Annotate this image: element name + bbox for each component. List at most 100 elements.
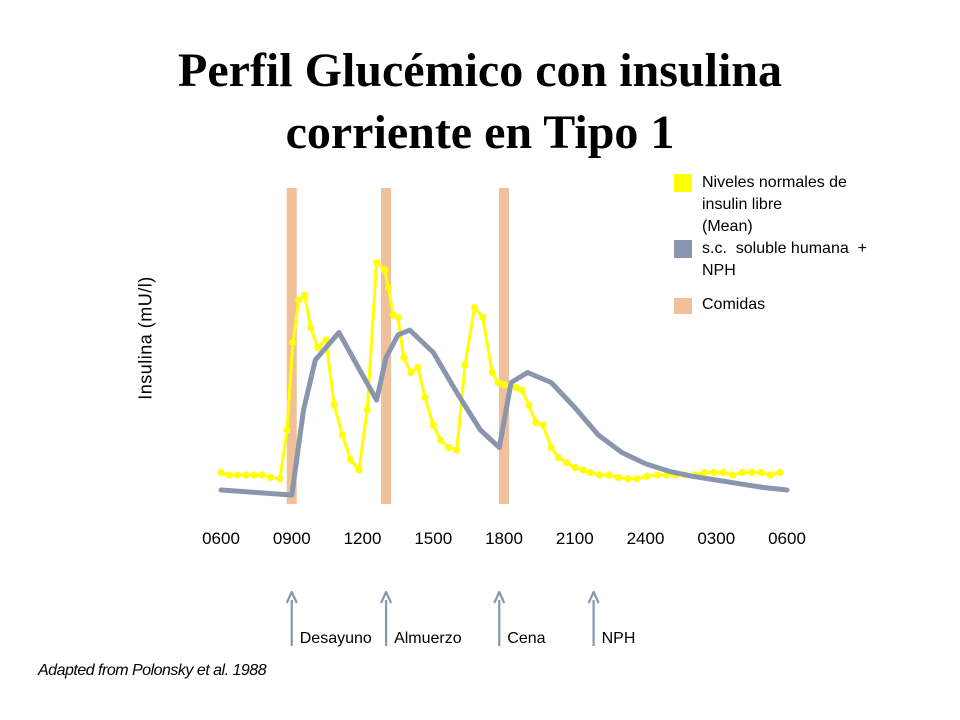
injection-label-nph: NPH [602,630,636,647]
injection-arrow-nph: NPH [587,590,636,647]
legend-label-sc-insulin-line-1: s.c. soluble humana + [702,240,867,257]
sc-insulin-line [218,327,790,498]
free-insulin-point-70 [776,468,784,477]
free-insulin-point-8 [283,426,291,434]
free-insulin-point-37 [494,378,502,387]
free-insulin-point-19 [363,406,371,414]
free-insulin-point-15 [330,401,338,409]
free-insulin-point-12 [307,323,315,332]
free-insulin-point-42 [525,401,533,409]
free-insulin-point-4 [250,471,258,479]
free-insulin-point-68 [757,468,765,477]
legend-item-free-insulin: Niveles normales de insulin libre (Mean) [674,172,914,238]
free-insulin-point-20 [373,258,381,267]
legend-label-free-insulin-line-3: (Mean) [702,218,753,235]
free-insulin-point-22 [384,283,392,292]
injection-label-desayuno: Desayuno [300,630,372,647]
legend-item-meals: Comidas [674,294,914,318]
free-insulin-point-2 [233,471,242,479]
free-insulin-point-25 [400,353,408,362]
free-insulin-point-11 [301,291,309,299]
free-insulin-point-34 [470,303,479,312]
free-insulin-point-64 [719,468,727,477]
x-tick-label-8: 0600 [768,529,806,548]
injection-label-almuerzo: Almuerzo [394,630,462,647]
free-insulin-point-28 [421,393,429,402]
x-tick-label-4: 1800 [485,529,523,548]
free-insulin-point-5 [258,471,266,479]
free-insulin-point-47 [562,458,571,467]
free-insulin-point-41 [518,386,526,394]
free-insulin-point-48 [571,463,579,472]
free-insulin-point-10 [295,296,303,304]
free-insulin-point-0 [217,468,225,477]
free-insulin-point-9 [289,338,297,347]
free-insulin-point-52 [605,471,613,479]
x-tick-label-7: 0300 [697,529,735,548]
free-insulin-point-43 [532,418,540,427]
series-layer [217,258,790,498]
free-insulin-point-13 [314,343,322,352]
free-insulin-point-24 [394,313,402,322]
legend-label-free-insulin-line-1: Niveles normales de [702,174,847,191]
free-insulin-point-50 [586,468,594,477]
free-insulin-point-69 [766,471,775,479]
legend-label-sc-insulin-line-2: NPH [702,262,736,279]
free-insulin-point-38 [500,381,508,389]
chart-title: Perfil Glucémico con insulina corriente … [0,40,960,164]
free-insulin-point-53 [614,473,623,482]
free-insulin-point-21 [381,266,389,274]
free-insulin-point-57 [653,471,661,479]
free-insulin-point-7 [276,475,284,483]
free-insulin-point-31 [445,443,453,452]
free-insulin-point-63 [710,468,718,477]
free-insulin-point-45 [547,443,555,452]
free-insulin-point-16 [338,431,347,439]
free-insulin-point-3 [242,471,250,479]
free-insulin-point-67 [748,468,756,477]
free-insulin-point-46 [554,453,562,462]
injection-arrows: Desayuno Almuerzo Cena NPH [285,590,636,647]
free-insulin-point-30 [436,436,444,444]
free-insulin-point-1 [225,471,233,479]
free-insulin-point-49 [579,466,587,474]
free-insulin-point-56 [643,472,651,480]
legend-label-free-insulin-line-2: insulin libre [702,196,783,213]
source-note: Adapted from Polonsky et al. 1988 [38,662,267,679]
free-insulin-point-33 [461,361,469,369]
free-insulin-point-26 [407,368,415,377]
meal-bar-almuerzo [381,188,392,504]
free-insulin-point-55 [633,475,641,483]
free-insulin-point-17 [347,456,355,464]
x-tick-labels: 0600 0900 1200 1500 1800 2100 2400 0300 0600 [202,529,806,548]
free-insulin-point-54 [624,475,632,483]
legend-swatch-sc-insulin [674,240,692,258]
legend: Niveles normales de insulin libre (Mean)… [674,172,914,318]
x-tick-label-6: 2400 [627,529,665,548]
injection-arrow-cena: Cena [493,590,546,647]
x-tick-label-3: 1500 [414,529,452,548]
free-insulin-point-36 [488,368,496,377]
free-insulin-point-6 [266,473,275,482]
free-insulin-point-65 [729,471,737,479]
x-tick-label-2: 1200 [344,529,382,548]
free-insulin-point-40 [512,383,520,392]
x-tick-label-5: 2100 [556,529,594,548]
meal-bar-cena [499,188,509,504]
legend-item-sc-insulin: s.c. soluble humana + NPH [674,238,914,294]
injection-label-cena: Cena [507,630,545,647]
free-insulin-point-29 [429,421,437,429]
free-insulin-point-35 [479,313,487,322]
free-insulin-point-32 [453,446,461,454]
x-tick-label-1: 0900 [273,529,311,548]
free-insulin-point-18 [355,466,363,474]
legend-label-meals: Comidas [702,296,766,313]
free-insulin-point-66 [738,468,746,477]
free-insulin-point-51 [595,471,604,479]
injection-arrow-almuerzo: Almuerzo [380,590,462,647]
injection-arrow-desayuno: Desayuno [285,590,372,647]
free-insulin-point-44 [539,421,547,429]
legend-swatch-meals [674,298,692,314]
free-insulin-point-27 [414,363,422,372]
